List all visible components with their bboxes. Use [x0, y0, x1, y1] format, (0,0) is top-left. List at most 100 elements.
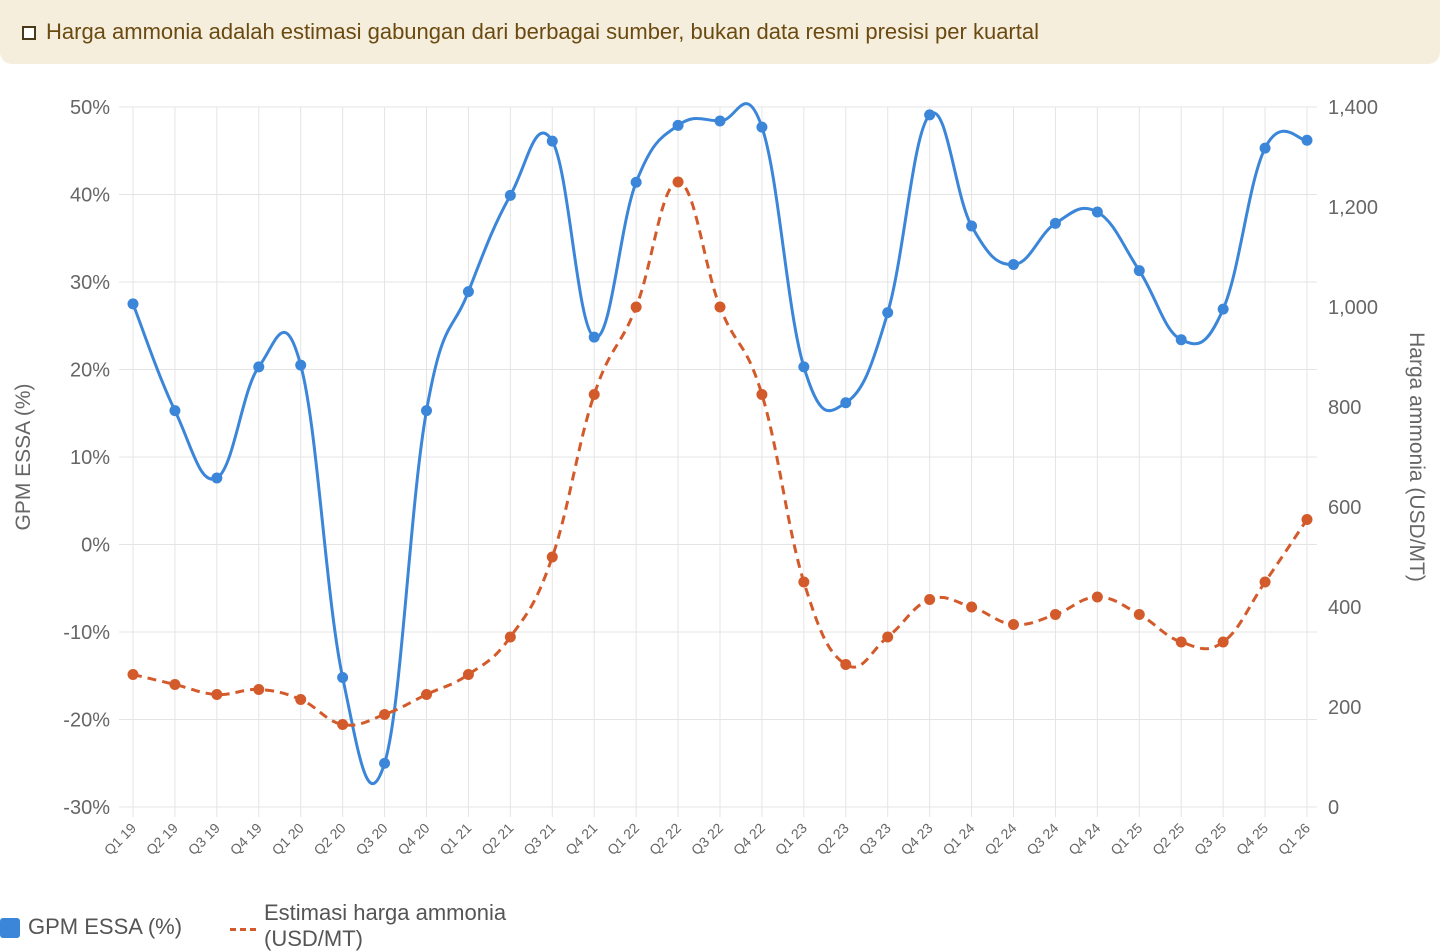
data-point[interactable] [714, 301, 726, 313]
data-point[interactable] [1175, 636, 1187, 648]
data-point[interactable] [127, 669, 139, 680]
data-point[interactable] [630, 176, 642, 188]
series-lines [127, 102, 1313, 786]
data-point[interactable] [840, 659, 852, 670]
data-point[interactable] [588, 389, 600, 400]
data-point[interactable] [588, 331, 600, 343]
x-tick-label: Q2 23 [814, 820, 852, 858]
data-point[interactable] [379, 709, 391, 720]
right-axis-ticks: 1,400 1,200 1,000 800 600 400 200 0 [1328, 97, 1378, 819]
data-point[interactable] [714, 115, 726, 127]
orange-dash-icon [230, 928, 256, 931]
data-point[interactable] [169, 679, 181, 690]
x-tick-label: Q4 22 [730, 820, 768, 858]
data-point[interactable] [169, 405, 181, 417]
data-point[interactable] [1008, 619, 1019, 630]
data-point[interactable] [882, 631, 894, 643]
series-ammonia [127, 176, 1313, 730]
x-tick-label: Q1 22 [604, 820, 642, 858]
data-point[interactable] [253, 684, 265, 695]
data-point[interactable] [253, 361, 265, 373]
data-point[interactable] [546, 135, 558, 147]
data-point[interactable] [1175, 334, 1187, 346]
x-tick-label: Q1 21 [436, 820, 474, 858]
data-point[interactable] [421, 405, 432, 417]
data-point[interactable] [211, 472, 223, 484]
x-tick-label: Q4 24 [1065, 820, 1103, 858]
right-tick-label: 400 [1328, 597, 1361, 619]
data-point[interactable] [1049, 217, 1061, 229]
left-tick-label: 10% [70, 447, 110, 469]
right-tick-label: 1,400 [1328, 97, 1378, 119]
data-point[interactable] [1091, 591, 1103, 603]
data-point[interactable] [379, 757, 391, 769]
x-tick-label: Q1 26 [1275, 820, 1313, 858]
data-point[interactable] [1133, 609, 1145, 620]
right-tick-label: 1,200 [1328, 197, 1378, 219]
data-point[interactable] [1008, 259, 1019, 270]
data-point[interactable] [1217, 636, 1229, 648]
blue-square-icon [0, 918, 20, 938]
x-tick-label: Q3 23 [856, 820, 894, 858]
legend-item-ammonia[interactable]: Estimasi harga ammonia (USD/MT) [230, 896, 554, 952]
data-point[interactable] [421, 689, 432, 700]
data-point[interactable] [1301, 134, 1313, 146]
legend-label-gpm: GPM ESSA (%) [28, 914, 183, 939]
data-point[interactable] [295, 359, 307, 371]
data-point[interactable] [1259, 576, 1271, 588]
data-point[interactable] [337, 672, 349, 683]
left-tick-label: 40% [70, 185, 110, 207]
data-point[interactable] [1259, 142, 1271, 154]
x-tick-label: Q1 25 [1107, 820, 1145, 858]
x-tick-label: Q1 19 [101, 820, 139, 858]
data-point[interactable] [840, 397, 852, 409]
data-point[interactable] [966, 220, 978, 232]
legend-item-gpm[interactable]: GPM ESSA (%) [0, 896, 328, 940]
data-point[interactable] [924, 109, 936, 121]
x-tick-label: Q4 19 [227, 820, 265, 858]
data-point[interactable] [337, 719, 349, 730]
data-point[interactable] [1133, 265, 1145, 277]
data-point[interactable] [1091, 206, 1103, 218]
data-point[interactable] [798, 361, 810, 373]
gpm-ammonia-chart: 50% 40% 30% 20% 10% 0% -10% -20% -30% 1,400 1,200… [12, 97, 1428, 858]
data-point[interactable] [630, 301, 642, 313]
x-tick-label: Q3 22 [688, 820, 726, 858]
data-point[interactable] [462, 286, 474, 298]
data-point[interactable] [882, 307, 894, 319]
data-point[interactable] [546, 551, 558, 563]
data-point[interactable] [1049, 609, 1061, 620]
series-line [131, 102, 1308, 786]
x-tick-label: Q3 19 [185, 820, 223, 858]
left-tick-label: -30% [63, 797, 110, 819]
right-tick-label: 0 [1328, 797, 1339, 819]
notice-text: Harga ammonia adalah estimasi gabungan d… [46, 19, 1039, 44]
data-point[interactable] [504, 189, 516, 201]
left-axis-title: GPM ESSA (%) [12, 383, 35, 530]
data-point[interactable] [127, 298, 139, 310]
data-point[interactable] [756, 389, 768, 400]
data-point[interactable] [211, 689, 223, 700]
left-tick-label: 0% [81, 535, 110, 557]
x-tick-label: Q4 21 [562, 820, 600, 858]
data-point[interactable] [672, 119, 684, 131]
data-point[interactable] [924, 594, 936, 605]
data-point[interactable] [756, 121, 768, 133]
data-point[interactable] [798, 576, 810, 588]
data-point[interactable] [1217, 303, 1229, 315]
data-point[interactable] [1301, 514, 1313, 525]
x-tick-label: Q4 25 [1233, 820, 1271, 858]
chart-legend: GPM ESSA (%) Estimasi harga ammonia (USD… [0, 896, 1440, 951]
data-point[interactable] [672, 176, 684, 188]
data-point[interactable] [295, 694, 307, 705]
x-tick-label: Q1 24 [939, 820, 977, 858]
x-tick-label: Q2 19 [143, 820, 181, 858]
right-tick-label: 800 [1328, 397, 1361, 419]
data-point[interactable] [504, 631, 516, 643]
legend-label-ammonia: Estimasi harga ammonia (USD/MT) [264, 900, 507, 951]
data-point[interactable] [966, 601, 978, 613]
data-point[interactable] [462, 669, 474, 680]
left-tick-label: 30% [70, 272, 110, 294]
x-axis-ticks: Q1 19 Q2 19 Q3 19 Q4 19 Q1 20 Q2 20 Q3 20 Q4 20… [101, 820, 1313, 858]
right-tick-label: 1,000 [1328, 297, 1378, 319]
